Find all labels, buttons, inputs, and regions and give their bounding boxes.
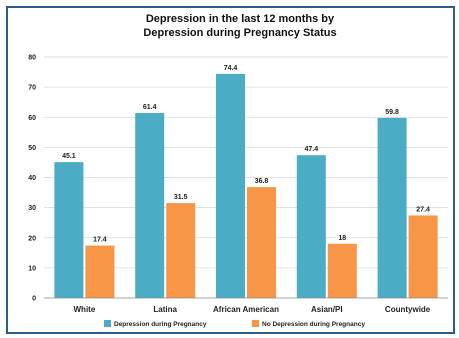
legend: Depression during Pregnancy No Depression… (104, 320, 365, 328)
bar-no-depression-during-pregnancy (327, 243, 357, 298)
y-tick-label: 50 (28, 145, 36, 152)
data-label: 45.1 (62, 153, 76, 160)
bar-depression-during-pregnancy (135, 113, 165, 298)
chart-title-line-1: Depression in the last 12 months by (146, 13, 335, 25)
data-label: 27.4 (416, 206, 430, 213)
y-tick-label: 60 (28, 115, 36, 122)
data-label: 36.8 (255, 178, 269, 185)
y-tick-label: 70 (28, 85, 36, 92)
legend-swatch (104, 320, 111, 327)
chart-title-line-2: Depression during Pregnancy Status (143, 27, 336, 39)
data-labels: 45.1 17.4 61.4 31.5 74.4 36.8 47.4 18 59.8 27.4 (62, 65, 430, 244)
bar-depression-during-pregnancy (296, 155, 326, 298)
bar-no-depression-during-pregnancy (166, 203, 196, 298)
data-label: 18 (338, 235, 346, 242)
data-label: 74.4 (224, 65, 238, 72)
y-tick-label: 80 (28, 55, 36, 62)
y-tick-label: 40 (28, 175, 36, 182)
data-label: 61.4 (143, 104, 157, 111)
legend-swatch (252, 320, 259, 327)
data-label: 17.4 (93, 237, 107, 244)
bar-depression-during-pregnancy (216, 73, 245, 299)
bars (54, 73, 438, 299)
y-tick-label: 20 (28, 235, 36, 242)
x-category-label: African American (213, 305, 279, 314)
bar-no-depression-during-pregnancy (408, 215, 438, 298)
bar-no-depression-during-pregnancy (247, 187, 276, 298)
legend-label: No Depression during Pregnancy (262, 321, 365, 328)
y-tick-label: 30 (28, 205, 36, 212)
y-tick-label: 10 (28, 265, 36, 272)
chart-title: Depression in the last 12 months by Depr… (143, 13, 336, 39)
x-axis-category-labels: White Latina African American Asian/PI Count… (74, 305, 431, 314)
x-category-label: Latina (153, 305, 177, 314)
data-label: 59.8 (385, 109, 399, 116)
legend-label: Depression during Pregnancy (114, 321, 207, 328)
x-category-label: White (74, 305, 96, 314)
data-label: 31.5 (174, 194, 188, 201)
y-axis-tick-labels: 0 10 20 30 40 50 60 70 80 (28, 55, 36, 303)
bar-depression-during-pregnancy (54, 162, 84, 298)
x-category-label: Asian/PI (311, 305, 343, 314)
data-label: 47.4 (304, 146, 318, 153)
bar-no-depression-during-pregnancy (85, 245, 115, 298)
x-category-label: Countywide (385, 305, 431, 314)
bar-depression-during-pregnancy (377, 117, 407, 298)
y-tick-label: 0 (32, 296, 36, 303)
